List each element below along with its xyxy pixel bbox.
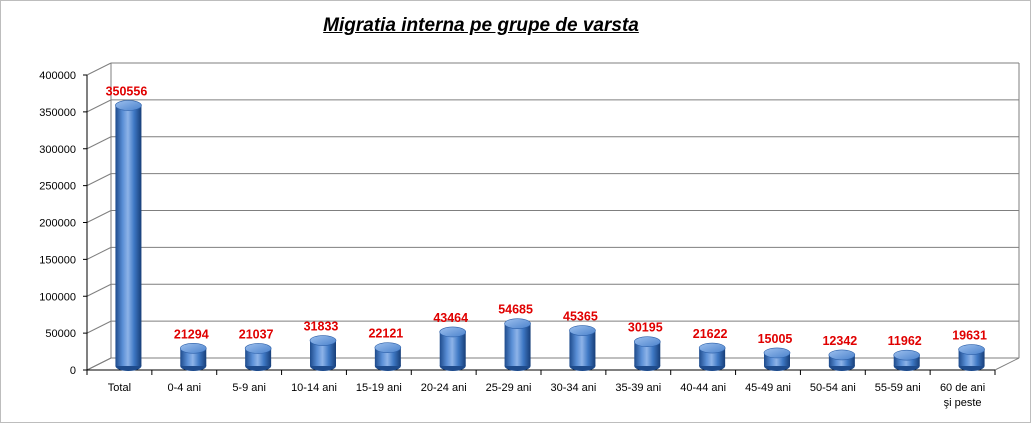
- y-tick-label: 0: [70, 365, 76, 377]
- bar-body: [893, 355, 920, 366]
- x-tick-label: 55-59 ani: [875, 382, 921, 394]
- bar-top: [763, 347, 791, 359]
- bar: [504, 318, 531, 371]
- gridline-side: [86, 173, 112, 187]
- gridline-side: [86, 210, 112, 223]
- bar: [115, 100, 142, 371]
- x-tick-label: 5-9 ani: [232, 382, 266, 394]
- bar: [309, 335, 337, 371]
- bar-top: [893, 349, 921, 361]
- bar: [244, 343, 272, 371]
- x-tick-label: 60 de ani şi peste: [940, 382, 985, 409]
- bar-top: [633, 336, 661, 348]
- gridline-side: [86, 357, 112, 371]
- x-tick-label: Total: [108, 382, 131, 394]
- bar-top: [439, 326, 467, 338]
- bar-body: [828, 354, 855, 366]
- bar-top: [958, 344, 985, 355]
- x-tick-label: 45-49 ani: [745, 382, 791, 394]
- data-label: 19631: [952, 329, 987, 343]
- bar-top: [374, 342, 402, 353]
- y-tick-label: 200000: [39, 218, 76, 230]
- gridline-side: [86, 320, 112, 334]
- bar-top: [569, 325, 596, 336]
- bar: [179, 342, 207, 371]
- x-tick-label: 50-54 ani: [810, 382, 856, 394]
- bar-body: [504, 323, 531, 366]
- x-tick-label: 40-44 ani: [680, 382, 726, 394]
- y-tick-label: 100000: [39, 291, 76, 303]
- data-label: 15005: [758, 332, 793, 346]
- bar: [958, 344, 985, 371]
- y-tick-label: 300000: [39, 144, 76, 156]
- bar-top: [698, 342, 726, 354]
- bar: [763, 347, 791, 371]
- gridline-side: [86, 246, 112, 260]
- data-label: 350556: [106, 84, 148, 98]
- data-label: 54685: [498, 303, 533, 317]
- bar-top: [244, 343, 272, 354]
- bar: [374, 342, 402, 371]
- y-tick-label: 400000: [39, 70, 76, 82]
- bar-top: [309, 335, 337, 346]
- y-tick-label: 350000: [39, 107, 76, 119]
- gridline-side: [86, 62, 112, 76]
- y-tick-label: 150000: [39, 254, 76, 266]
- x-tick-label: 10-14 ani: [291, 382, 337, 394]
- bar: [698, 342, 726, 371]
- bar-top: [115, 100, 142, 111]
- bar-body: [569, 330, 596, 366]
- data-label: 21037: [239, 327, 274, 341]
- bar-top: [828, 349, 856, 361]
- y-tick-label: 50000: [45, 328, 76, 340]
- bar: [893, 349, 921, 371]
- data-label: 22121: [368, 327, 403, 341]
- gridline-side: [86, 283, 112, 297]
- gridline-side: [86, 99, 112, 113]
- bar: [569, 325, 596, 371]
- x-tick-label: 35-39 ani: [615, 382, 661, 394]
- bar: [439, 326, 467, 371]
- x-tick-label: 30-34 ani: [550, 382, 596, 394]
- x-tick-label: 0-4 ani: [167, 382, 201, 394]
- data-label: 43464: [433, 311, 468, 325]
- chart-floor: [86, 357, 1020, 371]
- x-tick-label: 15-19 ani: [356, 382, 402, 394]
- data-label: 30195: [628, 321, 663, 335]
- gridline-side: [86, 136, 112, 150]
- bar-top: [504, 318, 531, 329]
- data-label: 11962: [888, 334, 922, 348]
- x-tick-label: 20-24 ani: [421, 382, 467, 394]
- bar-body: [439, 331, 466, 366]
- bar: [633, 336, 661, 371]
- bar-top: [179, 342, 207, 354]
- data-label: 12342: [822, 334, 857, 348]
- bar: [828, 349, 856, 371]
- data-label: 21622: [693, 327, 728, 341]
- y-tick-label: 250000: [39, 181, 76, 193]
- bar-body: [115, 105, 142, 366]
- chart-title: Migratia interna pe grupe de varsta: [323, 15, 639, 36]
- data-label: 31833: [304, 320, 339, 334]
- data-label: 45365: [563, 310, 598, 324]
- x-tick-label: 25-29 ani: [486, 382, 532, 394]
- data-label: 21294: [174, 327, 209, 341]
